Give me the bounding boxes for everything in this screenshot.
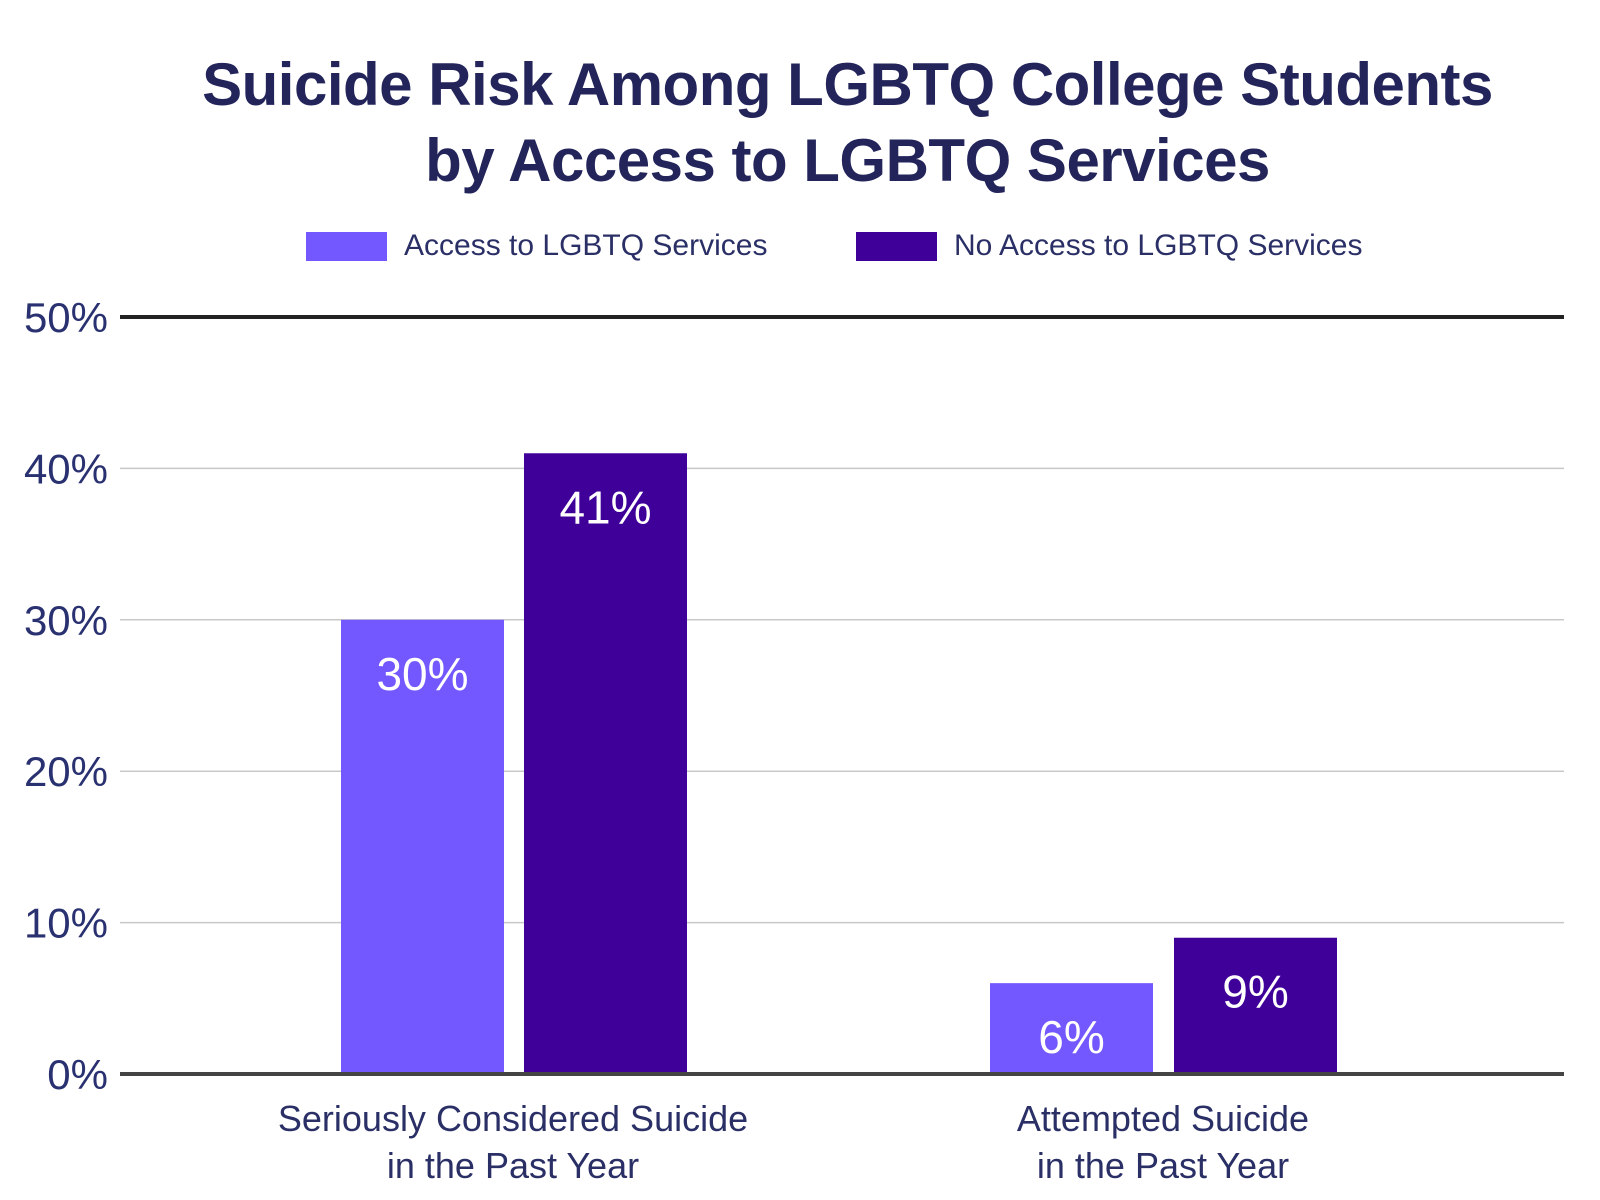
y-tick-label: 10%	[24, 900, 108, 947]
legend-swatch-access	[306, 231, 387, 261]
y-tick-label: 20%	[24, 748, 108, 795]
category-label-line: in the Past Year	[1036, 1145, 1290, 1186]
bar	[990, 983, 1153, 1074]
category-label-considered: Seriously Considered Suicide in the Past…	[163, 1095, 863, 1189]
category-label-line: in the Past Year	[386, 1145, 640, 1186]
legend-item-access: Access to LGBTQ Services	[306, 229, 768, 262]
y-tick-label: 50%	[24, 294, 108, 341]
legend-label-access: Access to LGBTQ Services	[404, 229, 768, 262]
y-tick-label: 0%	[47, 1051, 108, 1098]
legend-swatch-no-access	[856, 231, 937, 261]
category-label-line: Attempted Suicide	[1016, 1098, 1310, 1139]
category-label-attempted: Attempted Suicide in the Past Year	[813, 1095, 1513, 1189]
chart-title-line-1: Suicide Risk Among LGBTQ College Student…	[202, 51, 1493, 118]
bar	[1174, 937, 1337, 1074]
data-label: 6%	[1038, 1011, 1104, 1063]
chart-title-line-2: by Access to LGBTQ Services	[425, 127, 1270, 194]
y-tick-label: 30%	[24, 597, 108, 644]
data-label: 9%	[1222, 966, 1288, 1018]
data-label: 41%	[559, 481, 651, 533]
y-tick-label: 40%	[24, 445, 108, 492]
data-label: 30%	[376, 648, 468, 700]
legend-item-no-access: No Access to LGBTQ Services	[856, 229, 1363, 262]
category-label-line: Seriously Considered Suicide	[277, 1098, 749, 1139]
bar	[524, 453, 687, 1074]
legend-label-no-access: No Access to LGBTQ Services	[954, 229, 1363, 262]
bar	[341, 619, 504, 1074]
